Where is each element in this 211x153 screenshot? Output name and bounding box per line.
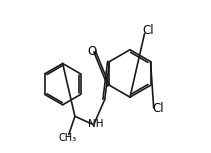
Text: Cl: Cl	[142, 24, 154, 37]
Text: O: O	[88, 45, 97, 58]
Text: CH₃: CH₃	[59, 133, 77, 143]
Text: NH: NH	[88, 119, 103, 129]
Text: Cl: Cl	[153, 102, 164, 115]
